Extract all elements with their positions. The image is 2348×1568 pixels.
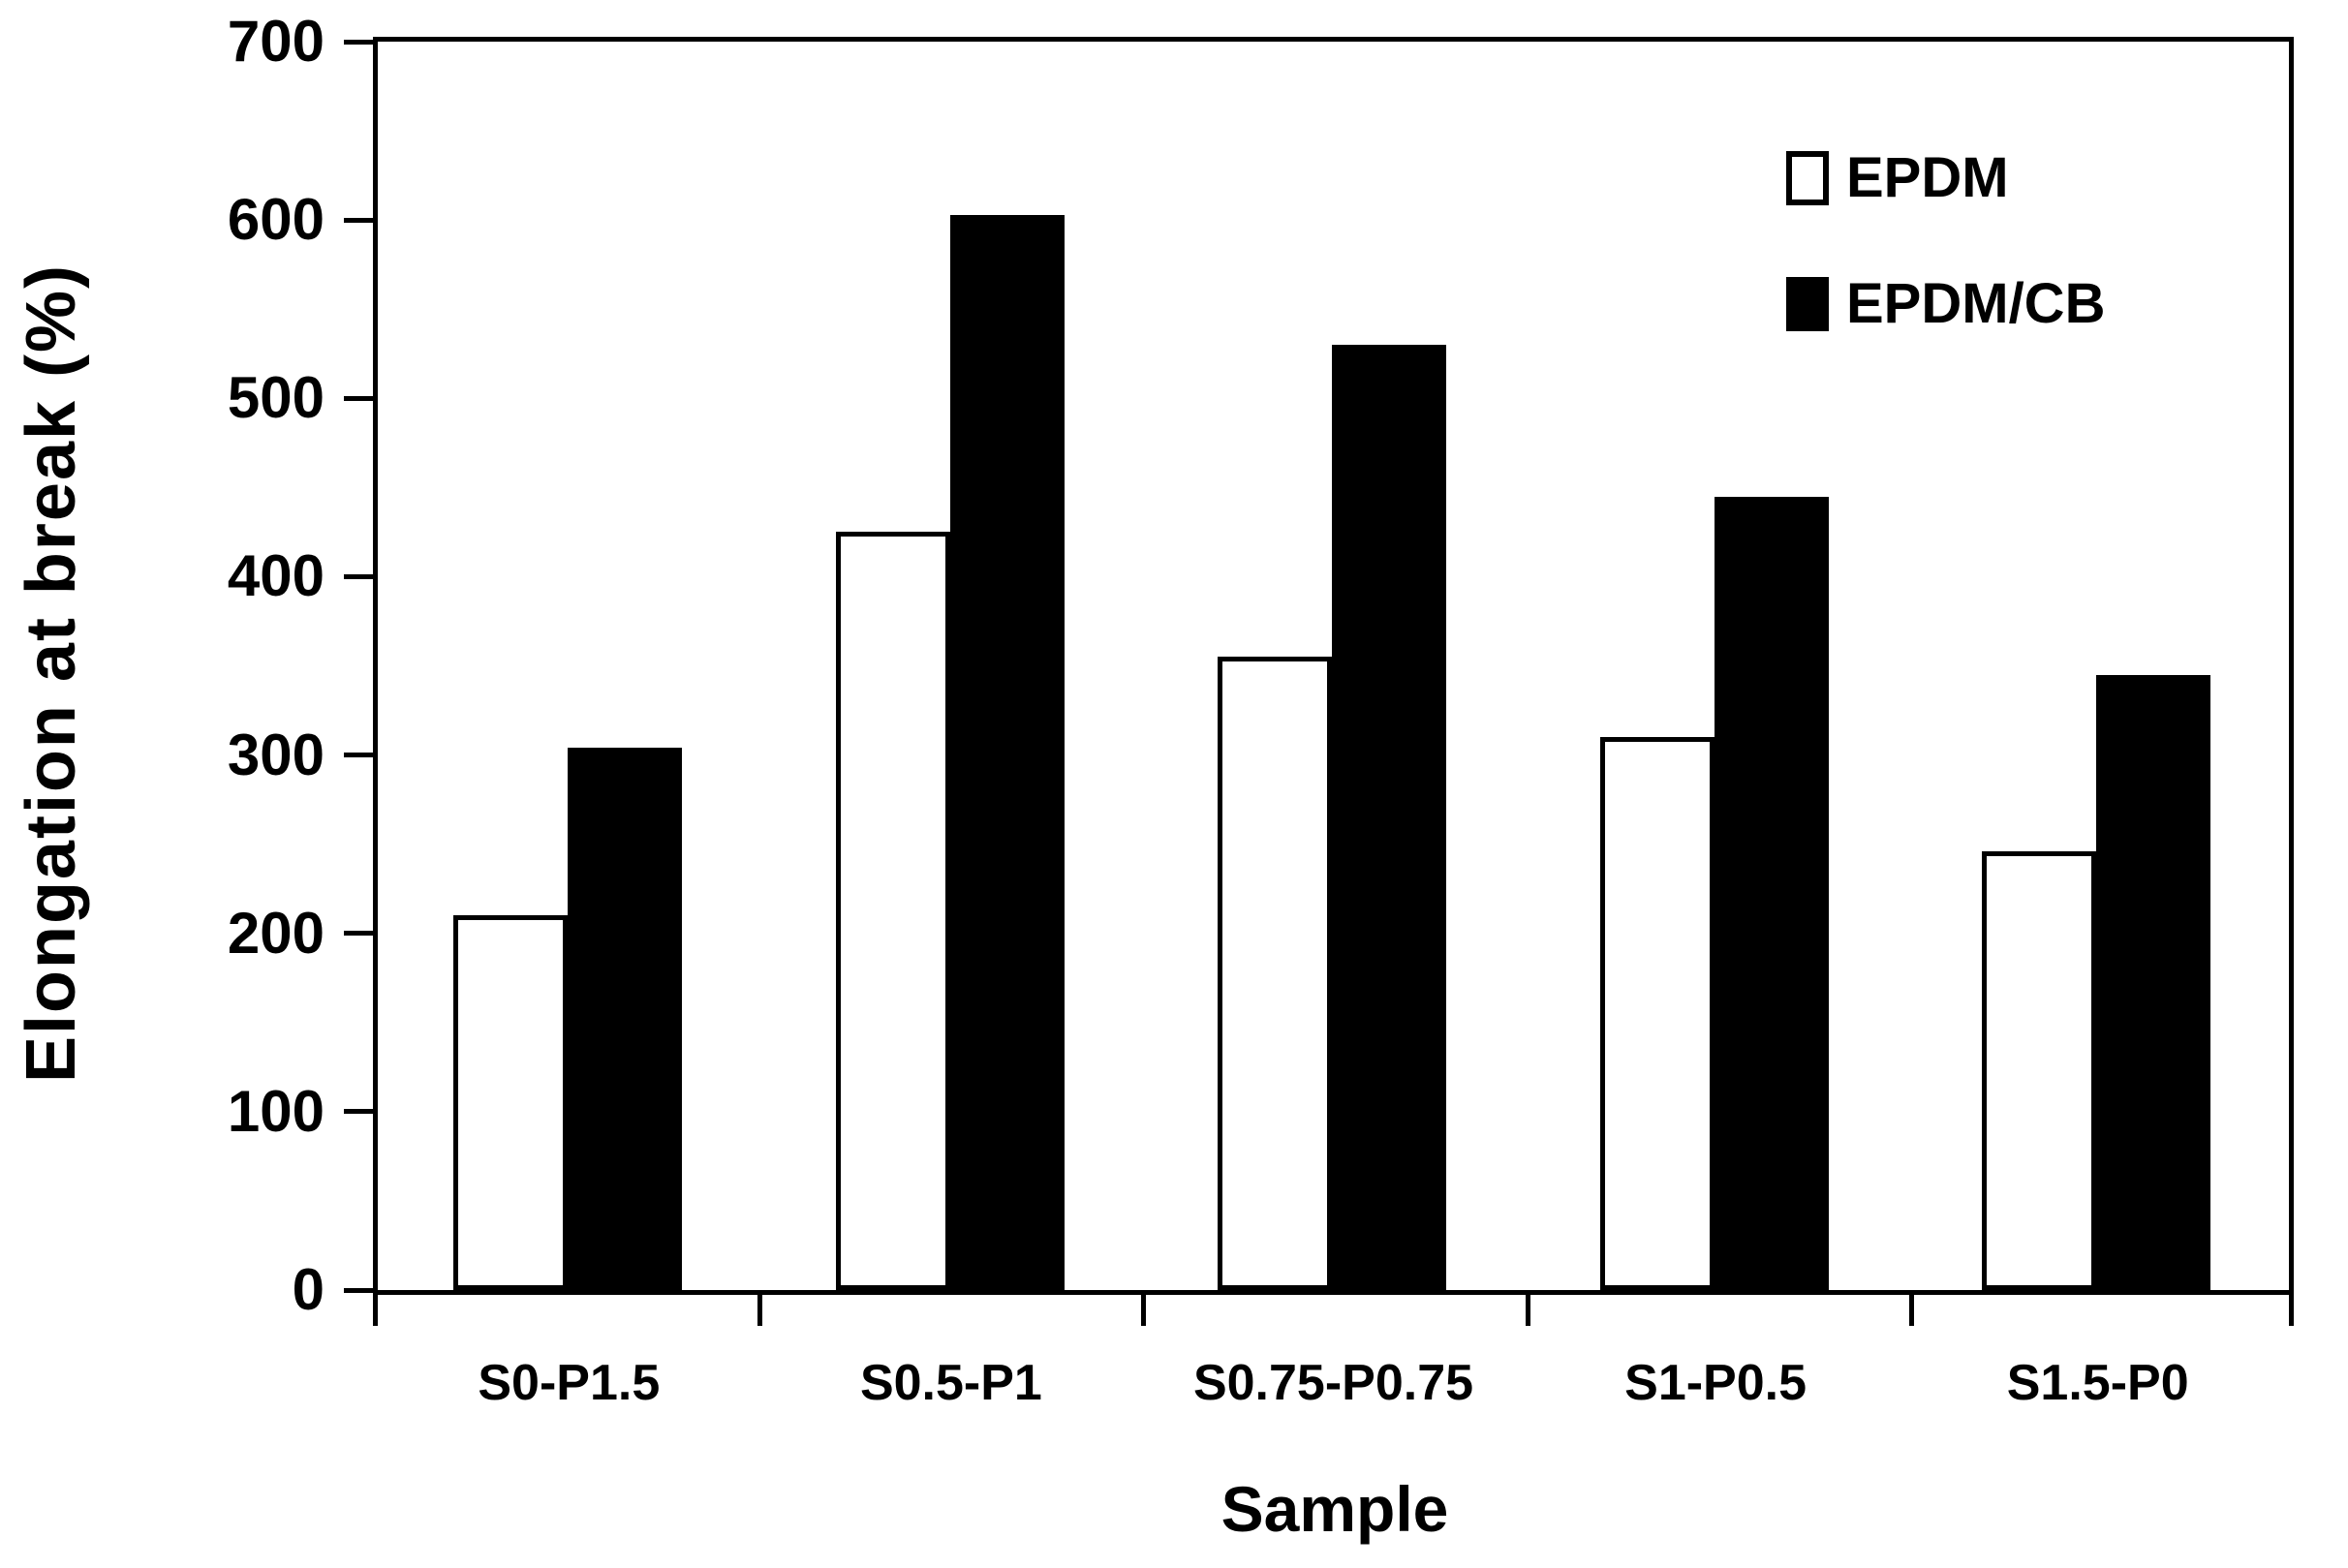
legend-swatch-icon-EPDM/CB xyxy=(1786,277,1829,331)
bar-EPDM-S1-P0.5 xyxy=(1599,737,1715,1290)
x-axis-tick-1 xyxy=(757,1295,762,1326)
bar-EPDM-S0-P1.5 xyxy=(453,915,568,1290)
x-axis-tick-3 xyxy=(1525,1295,1530,1326)
y-tick-label-200: 200 xyxy=(227,900,324,966)
bar-EPDM-S0.5-P1 xyxy=(835,532,950,1290)
x-tick-label-S0.5-P1: S0.5-P1 xyxy=(859,1355,1042,1411)
bar-EPDM-S1.5-P0 xyxy=(1982,851,2097,1290)
y-tick-label-400: 400 xyxy=(227,543,324,609)
legend-label-EPDM: EPDM xyxy=(1846,146,2009,209)
legend-row-EPDM/CB: EPDM/CB xyxy=(1786,276,2105,332)
x-axis-tick-2 xyxy=(1141,1295,1147,1326)
y-axis-tick-500 xyxy=(344,395,373,401)
x-axis-title: Sample xyxy=(1220,1473,1449,1545)
bar-EPDM-S0.75-P0.75 xyxy=(1218,657,1333,1290)
y-tick-label-300: 300 xyxy=(227,722,324,787)
bar-EPDM/CB-S1-P0.5 xyxy=(1714,496,1829,1290)
bar-EPDM/CB-S0-P1.5 xyxy=(568,748,682,1290)
y-axis-tick-200 xyxy=(344,931,373,937)
y-axis-tick-100 xyxy=(344,1109,373,1115)
bar-EPDM/CB-S1.5-P0 xyxy=(2096,674,2211,1290)
y-tick-label-600: 600 xyxy=(227,187,324,253)
y-tick-label-700: 700 xyxy=(227,9,324,74)
legend-row-EPDM: EPDM xyxy=(1786,150,2105,206)
y-tick-label-500: 500 xyxy=(227,365,324,431)
x-axis-tick-0 xyxy=(373,1295,378,1326)
x-axis-tick-5 xyxy=(2289,1295,2294,1326)
y-axis-tick-700 xyxy=(344,39,373,45)
y-axis-tick-0 xyxy=(344,1287,373,1293)
x-tick-label-S1-P0.5: S1-P0.5 xyxy=(1624,1355,1807,1411)
bar-EPDM/CB-S0.5-P1 xyxy=(949,214,1065,1290)
x-axis-tick-4 xyxy=(1909,1295,1915,1326)
y-axis-tick-300 xyxy=(344,753,373,758)
x-tick-label-S0.75-P0.75: S0.75-P0.75 xyxy=(1192,1355,1474,1411)
y-axis-title: Elongation at break (%) xyxy=(13,262,90,1084)
y-tick-label-100: 100 xyxy=(227,1078,324,1144)
legend-label-EPDM/CB: EPDM/CB xyxy=(1846,272,2106,335)
y-tick-label-0: 0 xyxy=(292,1257,324,1322)
x-tick-label-S0-P1.5: S0-P1.5 xyxy=(478,1355,661,1411)
y-axis-tick-400 xyxy=(344,573,373,579)
legend-swatch-icon-EPDM xyxy=(1786,151,1829,205)
bar-EPDM/CB-S0.75-P0.75 xyxy=(1332,345,1447,1290)
legend: EPDM EPDM/CB xyxy=(1786,150,2105,402)
x-tick-label-S1.5-P0: S1.5-P0 xyxy=(2006,1355,2189,1411)
y-axis-tick-600 xyxy=(344,217,373,223)
